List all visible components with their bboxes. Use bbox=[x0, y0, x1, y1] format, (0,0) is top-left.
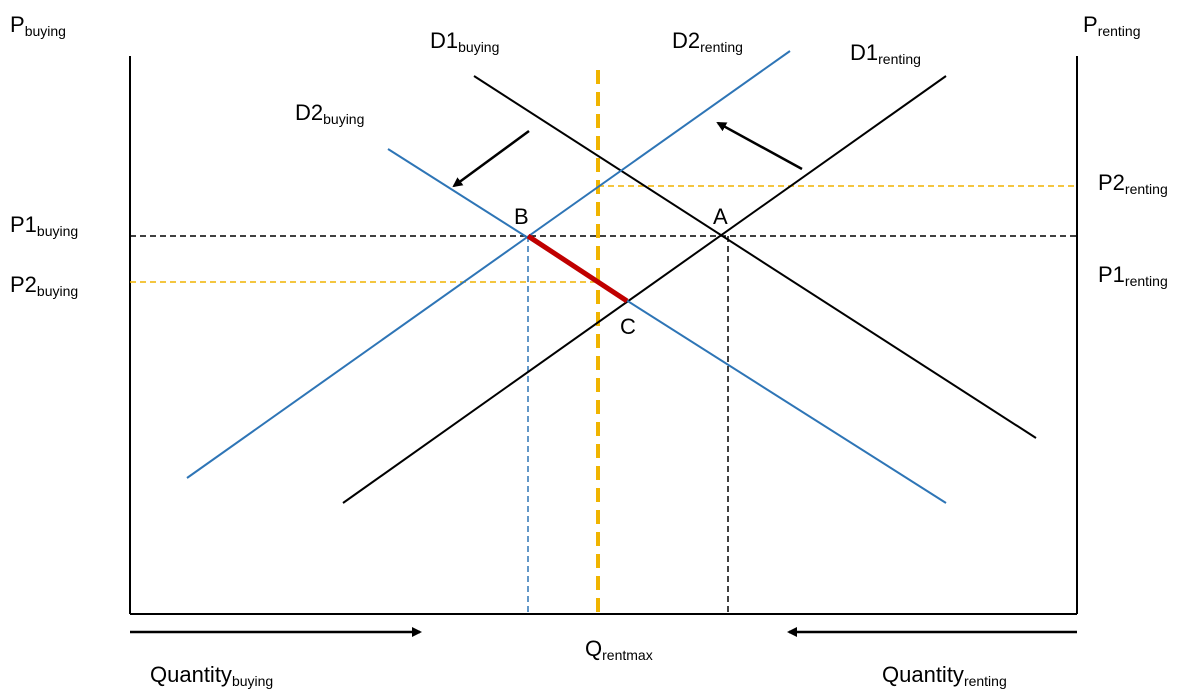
d-buying-shift-arrow bbox=[452, 129, 530, 188]
point-b-label: B bbox=[514, 204, 529, 229]
d1-buying-curve bbox=[473, 75, 1037, 439]
label-p-buying: Pbuying bbox=[10, 12, 66, 39]
label-p2-buying: P2buying bbox=[10, 272, 79, 299]
label-p1-renting: P1renting bbox=[1098, 262, 1168, 289]
d2-buying-curve bbox=[387, 148, 947, 504]
label-p1-buying: P1buying bbox=[10, 212, 79, 239]
label-p2-renting: P2renting bbox=[1098, 170, 1168, 197]
label-d2-renting: D2renting bbox=[672, 28, 743, 55]
label-quantity-renting: Quantityrenting bbox=[882, 662, 1007, 689]
label-d1-renting: D1renting bbox=[850, 40, 921, 67]
label-quantity-buying: Quantitybuying bbox=[150, 662, 274, 689]
label-d2-buying: D2buying bbox=[295, 100, 365, 127]
d2-renting-curve bbox=[186, 50, 791, 479]
label-d1-buying: D1buying bbox=[430, 28, 500, 55]
d-renting-shift-arrow bbox=[716, 121, 803, 171]
point-c-label: C bbox=[620, 314, 636, 339]
label-q-rentmax: Qrentmax bbox=[585, 636, 653, 663]
point-a-label: A bbox=[713, 204, 728, 229]
d1-renting-curve bbox=[342, 75, 947, 504]
label-p-renting: Prenting bbox=[1083, 12, 1141, 39]
segment-bc bbox=[526, 233, 629, 304]
